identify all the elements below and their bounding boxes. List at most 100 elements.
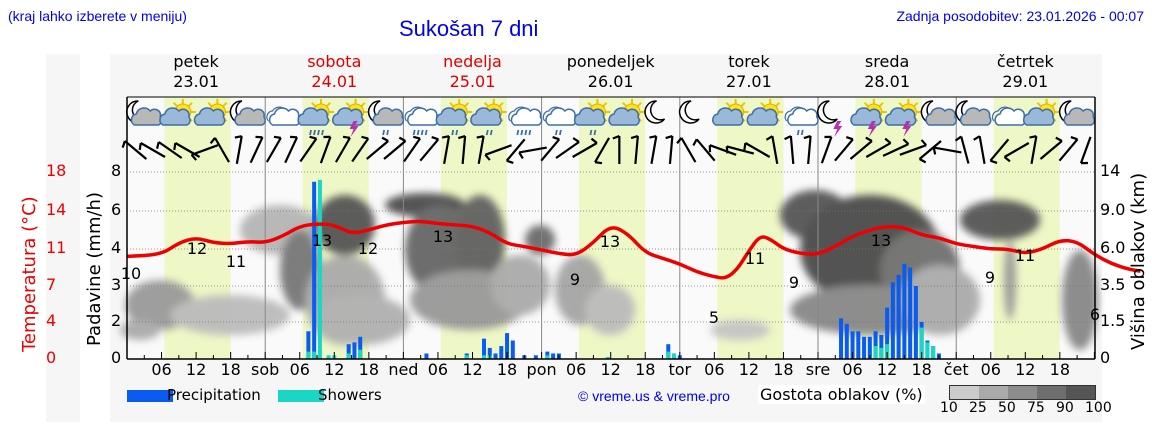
density-tick: 25 bbox=[969, 400, 987, 416]
day-name: četrtek bbox=[996, 52, 1054, 71]
temperature-tick: 18 bbox=[46, 161, 67, 180]
density-tick: 90 bbox=[1056, 400, 1074, 416]
precipitation-legend-label: Precipitation bbox=[167, 386, 261, 404]
cloud-height-tick: 0 bbox=[1100, 348, 1111, 367]
time-tick: 12 bbox=[324, 360, 345, 379]
time-tick: 18 bbox=[773, 360, 794, 379]
cloud-drizzle-icon bbox=[542, 106, 577, 136]
sun-cloud-thunder-icon bbox=[884, 99, 922, 137]
time-tick: 18 bbox=[220, 360, 241, 379]
time-tick: 18 bbox=[635, 360, 656, 379]
cloud-drizzle-icon bbox=[784, 106, 819, 136]
time-tick: 12 bbox=[600, 360, 621, 379]
day-date: 24.01 bbox=[311, 72, 358, 91]
time-tick: 06 bbox=[151, 360, 172, 379]
time-tick: 06 bbox=[842, 360, 863, 379]
temperature-tick: 4 bbox=[46, 311, 57, 330]
sun-cloud-drizzle-icon bbox=[573, 99, 611, 136]
sun-cloud-icon bbox=[193, 99, 231, 126]
moon-cloud-drizzle-icon bbox=[367, 100, 405, 136]
sun-cloud-thunder-icon bbox=[332, 99, 369, 137]
svg-text:9: 9 bbox=[570, 270, 580, 289]
moon-icon bbox=[644, 100, 666, 124]
time-tick: 12 bbox=[185, 360, 207, 379]
precipitation-tick: 2 bbox=[111, 311, 122, 330]
temperature-tick: 0 bbox=[46, 348, 57, 367]
sun-cloud-icon bbox=[608, 99, 645, 126]
time-tick: 06 bbox=[980, 360, 1001, 379]
day-label-1: sobota 24.01 bbox=[274, 52, 394, 92]
temperature-tick: 14 bbox=[46, 200, 67, 219]
sun-cloud-drizzle-icon bbox=[435, 99, 473, 136]
day-date: 25.01 bbox=[449, 72, 496, 91]
density-tick: 100 bbox=[1085, 400, 1112, 416]
temperature-axis-label: Temperatura (°C) bbox=[19, 196, 40, 352]
day-date: 26.01 bbox=[587, 72, 634, 91]
time-tick: sre bbox=[805, 360, 831, 379]
svg-text:13: 13 bbox=[600, 232, 620, 251]
sun-cloud-icon bbox=[746, 99, 784, 126]
day-name: sreda bbox=[864, 52, 910, 71]
sun-cloud-icon bbox=[1023, 99, 1060, 126]
moon-icon bbox=[678, 100, 700, 124]
day-name: sobota bbox=[307, 52, 362, 71]
time-tick: 18 bbox=[496, 360, 518, 379]
moon-thunder-icon bbox=[817, 100, 843, 137]
showers-legend-label: Showers bbox=[318, 386, 382, 404]
time-tick: 12 bbox=[1015, 360, 1036, 379]
svg-text:11: 11 bbox=[226, 252, 246, 271]
precipitation-tick: 4 bbox=[111, 238, 122, 257]
showers-legend-swatch bbox=[278, 390, 324, 402]
cloud-density-label: Gostota oblakov (%) bbox=[758, 385, 925, 404]
time-tick: 06 bbox=[565, 360, 587, 379]
sun-cloud-drizzle-icon bbox=[470, 99, 507, 136]
time-tick: 12 bbox=[876, 360, 898, 379]
svg-text:12: 12 bbox=[358, 239, 378, 258]
moon-cloud-icon bbox=[955, 100, 992, 126]
svg-text:9: 9 bbox=[789, 273, 799, 292]
day-label-4: torek 27.01 bbox=[689, 52, 809, 92]
day-label-6: četrtek 29.01 bbox=[965, 52, 1085, 92]
time-tick: 18 bbox=[911, 360, 932, 379]
sun-cloud-thunder-icon bbox=[850, 99, 887, 137]
day-date: 29.01 bbox=[1002, 72, 1049, 91]
time-tick: čet bbox=[943, 360, 969, 379]
day-name: petek bbox=[173, 52, 219, 71]
density-tick: 75 bbox=[1027, 400, 1045, 416]
sun-cloud-rain-icon bbox=[297, 99, 335, 136]
svg-text:11: 11 bbox=[1015, 246, 1035, 265]
precipitation-tick: 0 bbox=[111, 348, 122, 367]
time-tick: sob bbox=[251, 360, 280, 379]
day-date: 27.01 bbox=[725, 72, 772, 91]
time-tick: 18 bbox=[358, 360, 380, 379]
cloud-rain-icon bbox=[404, 106, 439, 136]
copyright-link[interactable]: © vreme.us & vreme.pro bbox=[578, 388, 730, 404]
day-label-3: ponedeljek 26.01 bbox=[551, 52, 671, 92]
svg-text:13: 13 bbox=[871, 231, 891, 250]
last-updated: Zadnja posodobitev: 23.01.2026 - 00:07 bbox=[896, 8, 1144, 24]
svg-text:12: 12 bbox=[187, 239, 207, 258]
svg-text:13: 13 bbox=[312, 231, 332, 250]
time-tick: 18 bbox=[1049, 360, 1071, 379]
time-tick: tor bbox=[668, 360, 692, 379]
svg-text:10: 10 bbox=[121, 264, 141, 283]
moon-cloud-icon bbox=[920, 100, 957, 126]
temperature-labels: 1012111312139135119139116 bbox=[121, 227, 1100, 327]
weather-icons bbox=[126, 99, 1096, 137]
page-title: Sukošan 7 dni bbox=[399, 16, 539, 41]
svg-text:11: 11 bbox=[745, 249, 765, 268]
precipitation-tick: 6 bbox=[111, 200, 122, 219]
cloud-height-tick: 3.5 bbox=[1100, 275, 1126, 294]
temperature-line bbox=[126, 219, 1141, 280]
location-hint: (kraj lahko izberete v meniju) bbox=[8, 8, 187, 24]
cloud-height-tick: 14 bbox=[1100, 161, 1121, 180]
time-tick: ned bbox=[388, 360, 419, 379]
day-name: torek bbox=[728, 52, 770, 71]
cloud-rain-icon bbox=[508, 106, 543, 136]
day-name: nedelja bbox=[443, 52, 502, 71]
moon-cloud-icon bbox=[229, 100, 266, 126]
day-name: ponedeljek bbox=[566, 52, 655, 71]
moon-cloud-icon bbox=[1058, 100, 1096, 126]
precipitation-axis-label: Padavine (mm/h) bbox=[84, 192, 105, 346]
time-tick: pon bbox=[526, 360, 557, 379]
